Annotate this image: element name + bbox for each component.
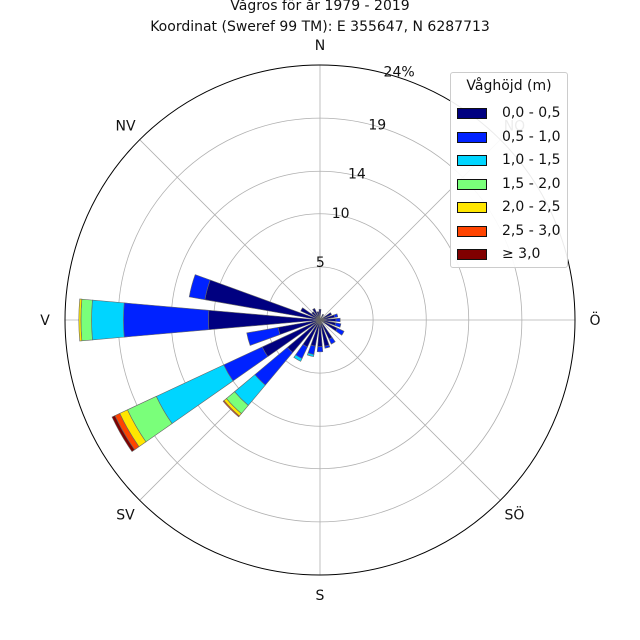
sector-bar: [188, 274, 211, 301]
sector-bar: [293, 354, 303, 362]
legend-label: 2,5 - 3,0: [502, 222, 561, 239]
legend-label: 0,0 - 0,5: [502, 105, 561, 121]
legend-swatch: [457, 155, 487, 166]
sector-bar: [312, 308, 321, 321]
sector-bar: [123, 302, 210, 338]
sector-bar: [319, 312, 332, 321]
sector-bar: [155, 364, 234, 425]
legend-title: Våghöjd (m): [466, 78, 552, 94]
sector-bar: [111, 415, 136, 453]
sector-bar: [78, 298, 83, 342]
legend-swatch: [457, 225, 487, 237]
grid-spoke: [319, 319, 501, 501]
sector-bar: [80, 298, 93, 342]
sector-bar: [246, 327, 281, 346]
sector-bar: [300, 307, 321, 321]
sector-bar: [335, 327, 345, 336]
direction-label: N: [315, 38, 325, 54]
chart-subtitle: Koordinat (Sweref 99 TM): E 355647, N 62…: [150, 19, 490, 35]
sector-bar: [208, 309, 321, 331]
radial-tick-label: 19: [368, 117, 386, 133]
grid-spoke: [139, 139, 321, 321]
legend: Våghöjd (m) 0,0 - 0,5 0,5 - 1,0 1,0 - 1,5 1…: [450, 72, 568, 268]
sector-bar: [324, 344, 331, 349]
legend-swatch: [457, 108, 487, 119]
sector-bar: [333, 313, 339, 318]
radial-tick-label: 14: [348, 167, 366, 183]
legend-label: 1,0 - 1,5: [502, 152, 561, 168]
chart-title: Vågros för år 1979 - 2019: [230, 0, 410, 14]
outer-frame: [64, 64, 576, 576]
direction-label: NV: [116, 119, 136, 135]
sector-bar: [222, 400, 240, 418]
direction-label: S: [316, 588, 325, 604]
sector-bar: [328, 336, 336, 345]
sector-bar: [311, 311, 321, 321]
direction-label: Ö: [589, 311, 600, 329]
legend-swatch: [457, 249, 487, 260]
legend-label: 0,5 - 1,0: [502, 128, 561, 145]
sector-bar: [318, 309, 322, 321]
legend-swatch: [457, 131, 487, 143]
legend-label: 2,0 - 2,5: [502, 199, 561, 215]
sector-bar: [335, 317, 341, 323]
sector-bar: [316, 311, 321, 321]
legend-label: ≥ 3,0: [502, 246, 541, 262]
sector-bar: [316, 346, 324, 353]
sector-bar: [91, 299, 125, 341]
stacked-sectors: [78, 274, 345, 453]
radial-tick-label: 5: [316, 255, 325, 271]
direction-label: V: [40, 313, 50, 329]
sector-bar: [334, 322, 342, 328]
radial-tick-label: 24%: [384, 65, 415, 81]
legend-label: 1,5 - 2,0: [502, 175, 561, 192]
direction-label: SÖ: [505, 505, 525, 523]
legend-swatch: [457, 178, 487, 190]
legend-swatch: [457, 202, 487, 213]
sector-bar: [306, 352, 315, 357]
sector-bar: [319, 313, 325, 321]
radial-tick-label: 10: [332, 206, 350, 222]
direction-label: SV: [116, 507, 135, 523]
